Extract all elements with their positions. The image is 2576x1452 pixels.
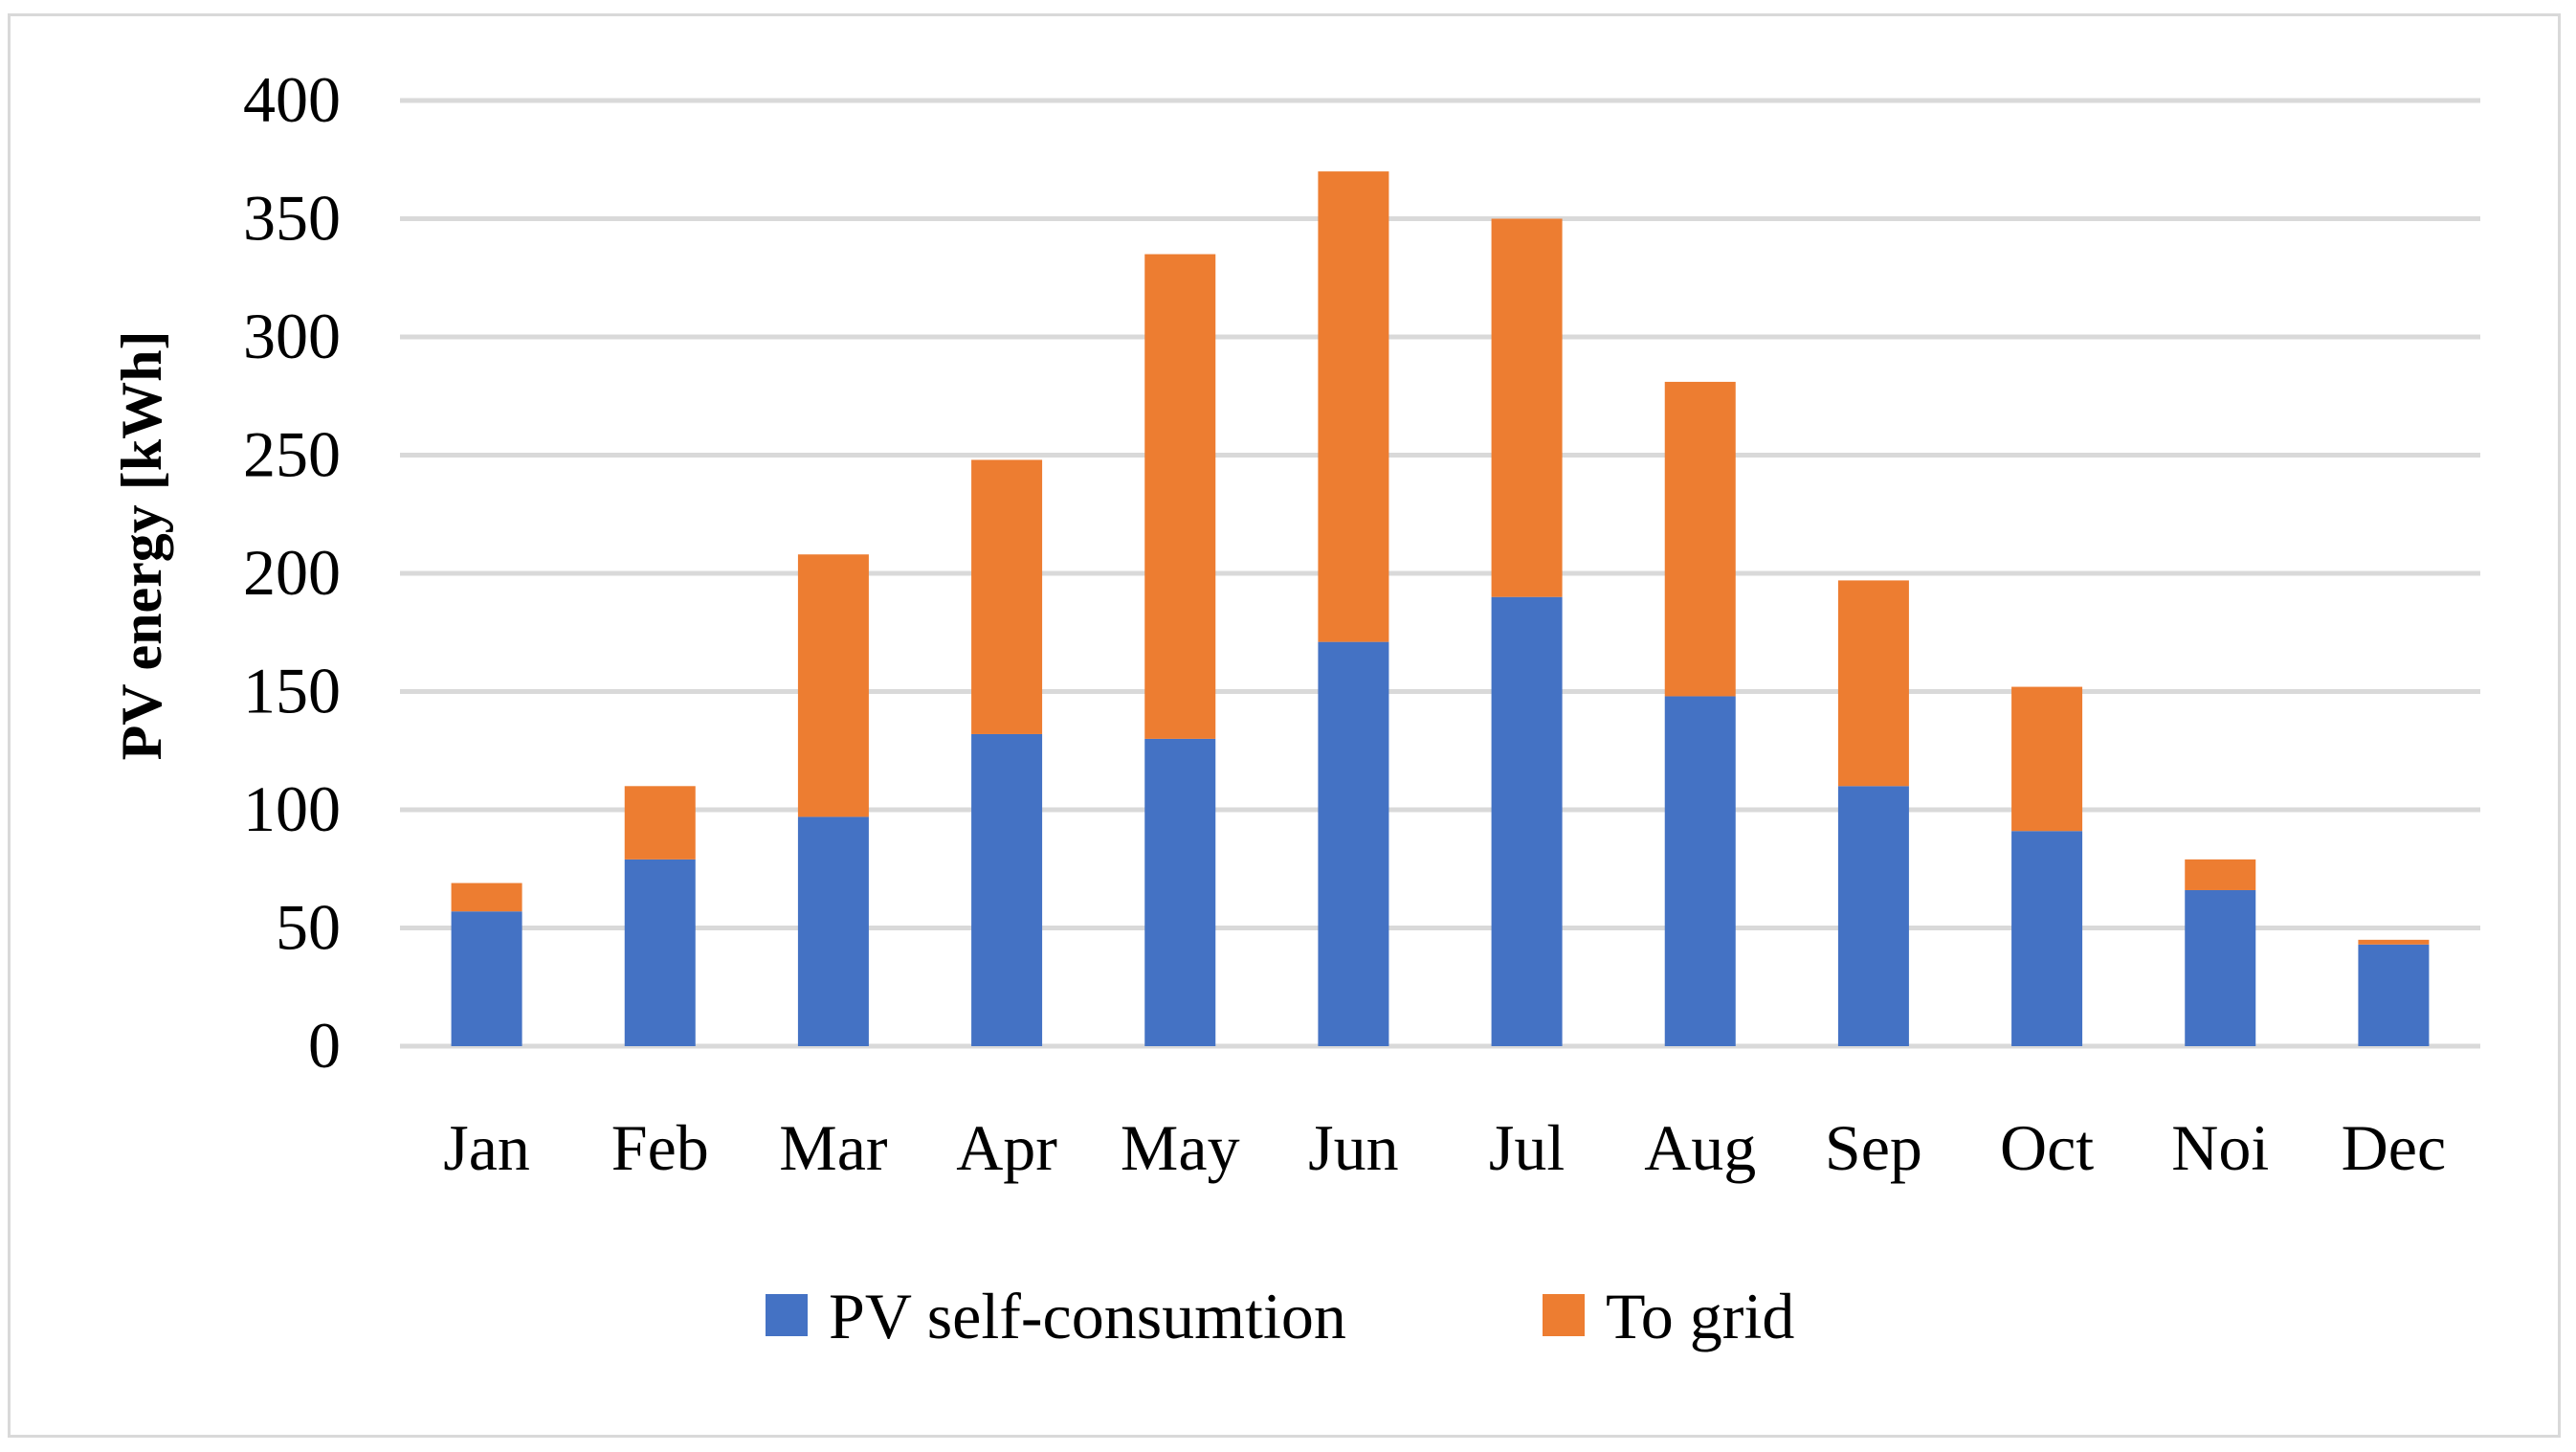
bar-self-consumption-mar — [797, 816, 869, 1046]
bar-to-grid-apr — [971, 459, 1043, 734]
gridlines — [400, 98, 2480, 1049]
y-tick-labels: 0 50 100 150 200 250 300 350 400 — [243, 63, 341, 1082]
x-category-labels: Jan Feb Mar Apr May Jun Jul Aug Sep Oct Noi Dec — [443, 1111, 2446, 1184]
legend-swatch — [1543, 1294, 1585, 1336]
x-category-label: Feb — [611, 1111, 709, 1184]
x-category-label: Dec — [2342, 1111, 2446, 1184]
bar-self-consumption-may — [1144, 738, 1216, 1046]
legend: PV self-consumtion To grid — [766, 1280, 1794, 1352]
legend-label: To grid — [1606, 1280, 1794, 1352]
x-category-label: May — [1121, 1111, 1240, 1184]
x-category-label: Jul — [1489, 1111, 1565, 1184]
y-tick-label: 250 — [243, 418, 341, 491]
y-tick-label: 350 — [243, 182, 341, 255]
y-tick-label: 200 — [243, 536, 341, 609]
bar-to-grid-oct — [2011, 686, 2083, 832]
bars — [451, 171, 2430, 1046]
x-category-label: Oct — [2000, 1111, 2094, 1184]
legend-label: PV self-consumtion — [829, 1280, 1346, 1352]
y-tick-label: 50 — [276, 891, 341, 964]
bar-self-consumption-jul — [1491, 596, 1563, 1046]
bar-self-consumption-jun — [1318, 641, 1389, 1046]
bar-to-grid-jan — [451, 882, 522, 912]
bar-to-grid-sep — [1837, 580, 1909, 787]
bar-self-consumption-feb — [624, 859, 696, 1046]
bar-to-grid-jun — [1318, 171, 1389, 642]
y-tick-label: 400 — [243, 63, 341, 136]
y-tick-label: 0 — [308, 1009, 341, 1082]
bar-to-grid-may — [1144, 254, 1216, 739]
legend-swatch — [766, 1294, 808, 1336]
bar-to-grid-jul — [1491, 218, 1563, 597]
bar-self-consumption-oct — [2011, 831, 2083, 1046]
bar-to-grid-noi — [2185, 859, 2256, 890]
bar-self-consumption-noi — [2185, 889, 2256, 1046]
y-tick-label: 100 — [243, 772, 341, 845]
bar-self-consumption-sep — [1837, 786, 1909, 1046]
x-category-label: Jun — [1308, 1111, 1398, 1184]
bar-self-consumption-aug — [1664, 696, 1736, 1046]
x-category-label: Aug — [1644, 1111, 1756, 1184]
bar-to-grid-feb — [624, 786, 696, 860]
x-category-label: Sep — [1825, 1111, 1922, 1184]
bar-self-consumption-apr — [971, 733, 1043, 1046]
x-category-label: Mar — [779, 1111, 888, 1184]
bar-to-grid-aug — [1664, 381, 1736, 697]
y-tick-label: 150 — [243, 655, 341, 727]
bar-self-consumption-dec — [2358, 944, 2430, 1046]
x-category-label: Noi — [2171, 1111, 2269, 1184]
chart-frame — [8, 13, 2561, 1438]
bar-self-consumption-jan — [451, 911, 522, 1046]
x-category-label: Jan — [443, 1111, 530, 1184]
x-category-label: Apr — [956, 1111, 1057, 1184]
bar-to-grid-dec — [2358, 939, 2430, 945]
bar-to-grid-mar — [797, 554, 869, 817]
y-tick-label: 300 — [243, 300, 341, 372]
y-axis-title: PV energy [kWh] — [110, 331, 173, 761]
